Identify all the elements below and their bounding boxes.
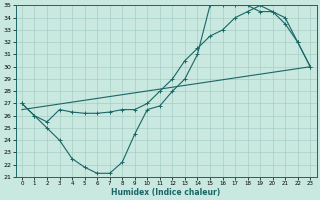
X-axis label: Humidex (Indice chaleur): Humidex (Indice chaleur) (111, 188, 221, 197)
